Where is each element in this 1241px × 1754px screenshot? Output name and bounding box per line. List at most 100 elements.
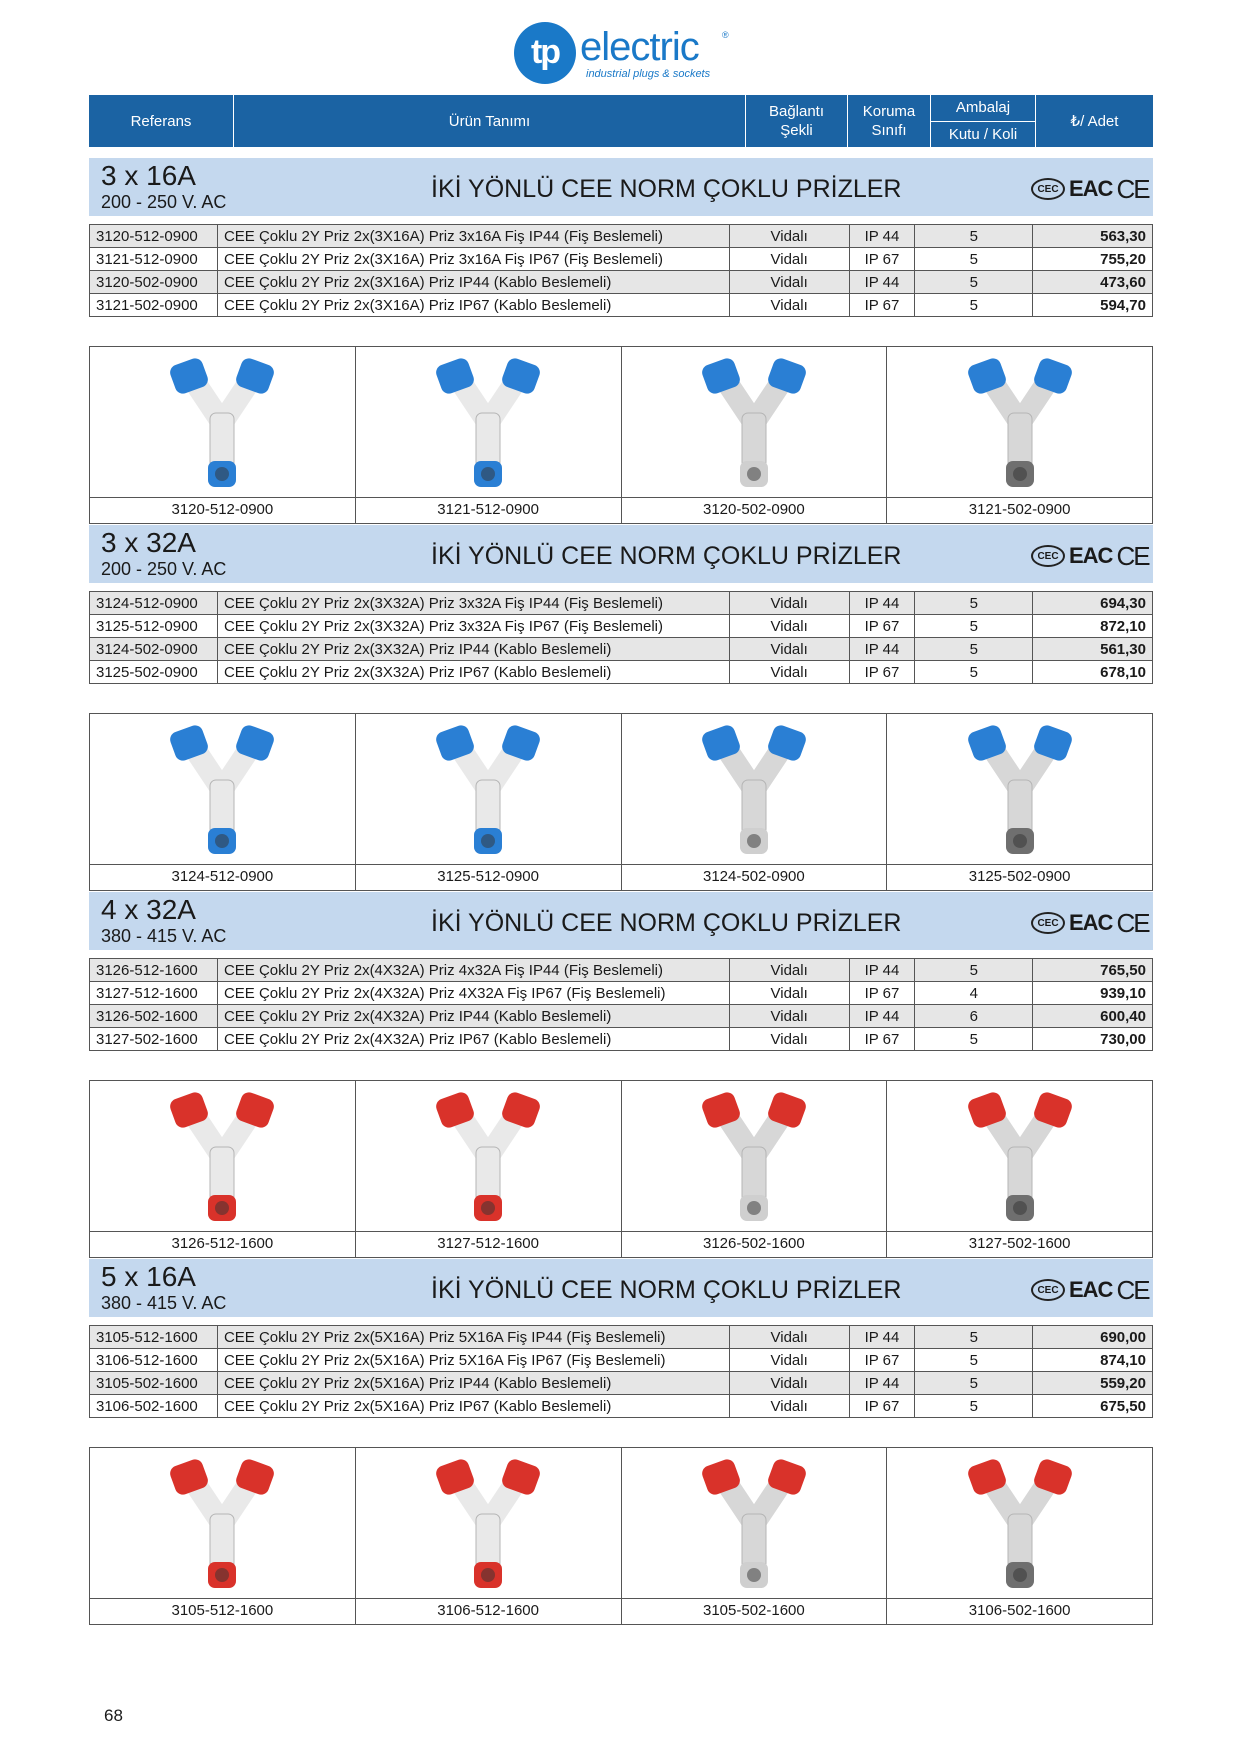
product-photo <box>887 1081 1152 1232</box>
cell-koruma: IP 44 <box>848 1371 916 1395</box>
cell-description: CEE Çoklu 2Y Priz 2x(3X16A) Priz 3x16A F… <box>216 224 730 248</box>
multi-socket-plug-icon <box>702 1459 806 1588</box>
cell-baglanti: Vidalı <box>728 224 850 248</box>
header-kutu-koli: Kutu / Koli <box>948 125 1018 143</box>
cell-koruma: IP 44 <box>848 591 916 615</box>
section-band: 3 x 16A 200 - 250 V. AC İKİ YÖNLÜ CEE NORM… <box>89 158 1153 216</box>
product-image-caption: 3125-512-0900 <box>437 868 539 885</box>
certification-marks: CEC EAC CE <box>1031 908 1151 938</box>
product-image-caption: 3124-502-0900 <box>702 868 805 885</box>
header-urun-tanimi: Ürün Tanımı <box>234 95 746 147</box>
table-row: 3125-512-0900 CEE Çoklu 2Y Priz 2x(3X32A)… <box>89 614 1153 638</box>
table-row: 3127-512-1600 CEE Çoklu 2Y Priz 2x(4X32A)… <box>89 981 1153 1005</box>
product-image-cell: 3120-512-0900 <box>90 347 356 523</box>
table-row: 3121-512-0900 CEE Çoklu 2Y Priz 2x(3X16A)… <box>89 247 1153 271</box>
certification-marks: CEC EAC CE <box>1031 1275 1151 1305</box>
cell-koruma: IP 67 <box>848 660 916 684</box>
cec-mark-icon: CEC <box>1031 545 1065 567</box>
cell-description: CEE Çoklu 2Y Priz 2x(3X32A) Priz IP67 (K… <box>216 660 730 684</box>
cell-referans: 3124-512-0900 <box>89 591 218 615</box>
product-image-caption: 3121-502-0900 <box>968 501 1071 518</box>
product-photo <box>355 1081 621 1232</box>
cell-ambalaj: 5 <box>914 247 1034 271</box>
table-row: 3120-502-0900 CEE Çoklu 2Y Priz 2x(3X16A)… <box>89 270 1153 294</box>
product-image-caption: 3126-512-1600 <box>171 1235 274 1252</box>
section-title: İKİ YÖNLÜ CEE NORM ÇOKLU PRİZLER <box>431 175 902 203</box>
cell-baglanti: Vidalı <box>728 1027 850 1051</box>
cell-price: 678,10 <box>1032 660 1153 684</box>
cec-mark-icon: CEC <box>1031 178 1065 200</box>
cell-ambalaj: 5 <box>914 958 1034 982</box>
eac-mark-icon: EAC <box>1069 543 1113 568</box>
cell-koruma: IP 67 <box>848 293 916 317</box>
cell-price: 872,10 <box>1032 614 1153 638</box>
cell-referans: 3120-502-0900 <box>89 270 218 294</box>
cell-price: 690,00 <box>1032 1325 1153 1349</box>
price-table-header: Referans Ürün Tanımı Bağlantı Şekli Koru… <box>89 95 1153 147</box>
cell-price: 675,50 <box>1032 1394 1153 1418</box>
product-image-caption: 3126-502-1600 <box>702 1235 805 1252</box>
cell-baglanti: Vidalı <box>728 958 850 982</box>
eac-mark-icon: EAC <box>1069 176 1113 201</box>
cell-description: CEE Çoklu 2Y Priz 2x(3X32A) Priz 3x32A F… <box>216 614 730 638</box>
product-gallery: 3105-512-1600 3106-512-1600 3105-502-1600 3… <box>89 1447 1153 1625</box>
section-title: İKİ YÖNLÜ CEE NORM ÇOKLU PRİZLER <box>431 1276 902 1304</box>
section-amperage: 5 x 16A <box>101 1261 196 1292</box>
cell-description: CEE Çoklu 2Y Priz 2x(3X32A) Priz 3x32A F… <box>216 591 730 615</box>
product-image-caption: 3105-502-1600 <box>702 1602 805 1619</box>
cell-baglanti: Vidalı <box>728 660 850 684</box>
cell-ambalaj: 5 <box>914 1325 1034 1349</box>
cell-koruma: IP 44 <box>848 1004 916 1028</box>
page-number: 68 <box>104 1706 123 1725</box>
cell-price: 600,40 <box>1032 1004 1153 1028</box>
multi-socket-plug-icon <box>436 725 540 854</box>
eac-mark-icon: EAC <box>1069 1277 1113 1302</box>
cell-ambalaj: 6 <box>914 1004 1034 1028</box>
product-image-caption: 3127-502-1600 <box>968 1235 1071 1252</box>
multi-socket-plug-icon <box>967 1459 1072 1588</box>
cell-referans: 3125-502-0900 <box>89 660 218 684</box>
cell-ambalaj: 4 <box>914 981 1034 1005</box>
cell-description: CEE Çoklu 2Y Priz 2x(4X32A) Priz 4x32A F… <box>216 958 730 982</box>
product-image-caption: 3120-512-0900 <box>171 501 274 518</box>
multi-socket-plug-icon <box>967 725 1072 854</box>
cell-baglanti: Vidalı <box>728 247 850 271</box>
table-row: 3106-512-1600 CEE Çoklu 2Y Priz 2x(5X16A)… <box>89 1348 1153 1372</box>
multi-socket-plug-icon <box>702 725 806 854</box>
cell-ambalaj: 5 <box>914 293 1034 317</box>
ce-mark-icon: CE <box>1116 174 1150 204</box>
cell-koruma: IP 67 <box>848 981 916 1005</box>
product-image-cell: 3126-502-1600 <box>621 1081 888 1257</box>
multi-socket-plug-icon <box>702 1092 806 1221</box>
cell-ambalaj: 5 <box>914 614 1034 638</box>
cell-description: CEE Çoklu 2Y Priz 2x(3X16A) Priz IP67 (K… <box>216 293 730 317</box>
cell-description: CEE Çoklu 2Y Priz 2x(5X16A) Priz 5X16A F… <box>216 1325 730 1349</box>
logo-word: electric <box>580 25 700 69</box>
cell-price: 939,10 <box>1032 981 1153 1005</box>
cec-mark-icon: CEC <box>1031 1279 1065 1301</box>
product-image-caption: 3121-512-0900 <box>437 501 539 518</box>
product-image-caption: 3106-512-1600 <box>437 1602 539 1619</box>
cell-ambalaj: 5 <box>914 1371 1034 1395</box>
cell-referans: 3105-512-1600 <box>89 1325 218 1349</box>
cell-ambalaj: 5 <box>914 1027 1034 1051</box>
section-voltage: 200 - 250 V. AC <box>101 559 227 579</box>
cell-description: CEE Çoklu 2Y Priz 2x(5X16A) Priz IP67 (K… <box>216 1394 730 1418</box>
product-image-cell: 3105-502-1600 <box>621 1448 888 1624</box>
product-image-cell: 3127-502-1600 <box>887 1081 1152 1257</box>
multi-socket-plug-icon <box>170 725 275 854</box>
cell-price: 874,10 <box>1032 1348 1153 1372</box>
product-image-cell: 3124-512-0900 <box>90 714 356 890</box>
multi-socket-plug-icon <box>170 1459 275 1588</box>
section-voltage: 380 - 415 V. AC <box>101 926 227 946</box>
product-photo <box>887 714 1152 865</box>
cell-koruma: IP 67 <box>848 1394 916 1418</box>
cell-koruma: IP 44 <box>848 270 916 294</box>
section-voltage: 380 - 415 V. AC <box>101 1293 227 1313</box>
product-photo <box>887 1448 1152 1599</box>
product-table: 3105-512-1600 CEE Çoklu 2Y Priz 2x(5X16A)… <box>89 1325 1153 1418</box>
product-photo <box>90 1448 355 1599</box>
table-row: 3124-512-0900 CEE Çoklu 2Y Priz 2x(3X32A)… <box>89 591 1153 615</box>
cell-baglanti: Vidalı <box>728 1371 850 1395</box>
product-photo <box>887 347 1152 498</box>
